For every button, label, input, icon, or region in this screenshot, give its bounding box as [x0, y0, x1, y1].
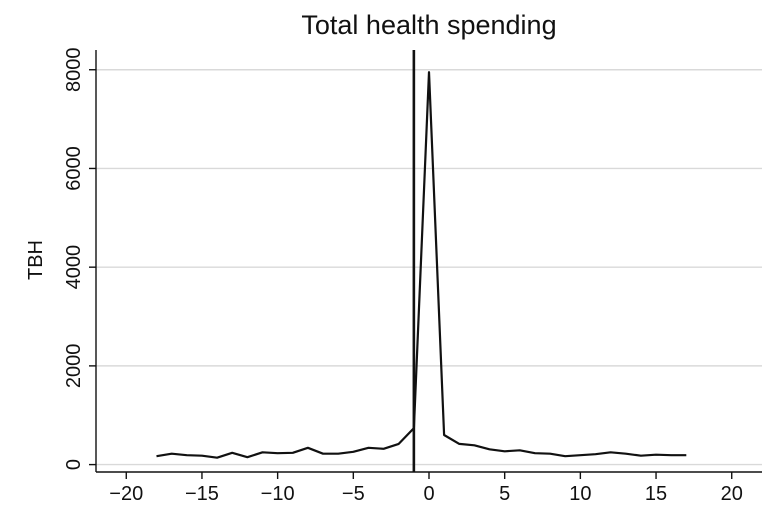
y-axis-title: TBH [25, 240, 47, 280]
x-tick-label: −20 [109, 483, 143, 505]
series-group [156, 71, 687, 459]
x-tick-label: 15 [645, 483, 667, 505]
axes [89, 50, 762, 479]
y-tick-label: 8000 [63, 47, 85, 92]
x-tick-label: 0 [423, 483, 434, 505]
x-tick-label: −15 [185, 483, 219, 505]
y-tick-labels: 0 2000 4000 6000 8000 [63, 47, 85, 470]
x-tick-label: −10 [261, 483, 295, 505]
x-tick-label: −5 [342, 483, 365, 505]
x-tick-label: 20 [721, 483, 743, 505]
gridlines [96, 69, 762, 466]
y-tick-label: 2000 [63, 344, 85, 389]
chart-title: Total health spending [301, 10, 556, 40]
y-tick-label: 6000 [63, 146, 85, 191]
series-line [156, 71, 687, 459]
y-tick-label: 0 [63, 459, 85, 470]
x-tick-label: 5 [499, 483, 510, 505]
y-tick-label: 4000 [63, 245, 85, 290]
x-tick-labels: −20 −15 −10 −5 0 5 10 15 20 [109, 483, 743, 505]
x-tick-label: 10 [569, 483, 591, 505]
